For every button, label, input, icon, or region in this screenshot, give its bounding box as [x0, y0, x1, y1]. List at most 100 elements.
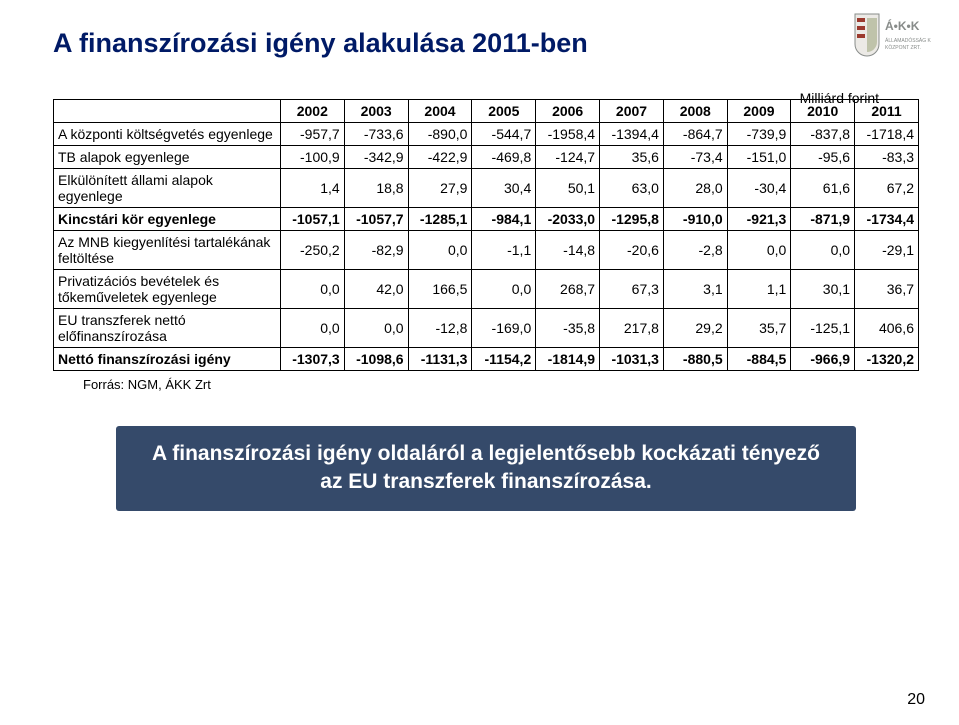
- cell: 18,8: [344, 169, 408, 208]
- col-header-label: [54, 100, 281, 123]
- col-header-2003: 2003: [344, 100, 408, 123]
- cell: -124,7: [536, 146, 600, 169]
- cell: -14,8: [536, 231, 600, 270]
- row-label: Kincstári kör egyenlege: [54, 208, 281, 231]
- cell: 36,7: [855, 270, 919, 309]
- cell: -30,4: [727, 169, 791, 208]
- cell: 268,7: [536, 270, 600, 309]
- row-label: EU transzferek nettó előfinanszírozása: [54, 309, 281, 348]
- slide-title: A finanszírozási igény alakulása 2011-be…: [53, 28, 919, 59]
- cell: -1307,3: [280, 348, 344, 371]
- cell: 217,8: [600, 309, 664, 348]
- cell: -20,6: [600, 231, 664, 270]
- cell: -966,9: [791, 348, 855, 371]
- cell: -29,1: [855, 231, 919, 270]
- cell: -151,0: [727, 146, 791, 169]
- cell: 0,0: [791, 231, 855, 270]
- cell: -95,6: [791, 146, 855, 169]
- col-header-2009: 2009: [727, 100, 791, 123]
- cell: -1057,7: [344, 208, 408, 231]
- cell: -1320,2: [855, 348, 919, 371]
- svg-text:ÁLLAMADÓSSÁG KEZELŐ: ÁLLAMADÓSSÁG KEZELŐ: [885, 37, 931, 44]
- cell: 30,4: [472, 169, 536, 208]
- cell: -733,6: [344, 123, 408, 146]
- cell: -544,7: [472, 123, 536, 146]
- cell: 0,0: [408, 231, 472, 270]
- cell: -871,9: [791, 208, 855, 231]
- cell: -921,3: [727, 208, 791, 231]
- cell: -957,7: [280, 123, 344, 146]
- cell: -422,9: [408, 146, 472, 169]
- cell: 1,4: [280, 169, 344, 208]
- row-label: Elkülönített állami alapok egyenlege: [54, 169, 281, 208]
- col-header-2005: 2005: [472, 100, 536, 123]
- cell: -1814,9: [536, 348, 600, 371]
- cell: -864,7: [663, 123, 727, 146]
- cell: -1958,4: [536, 123, 600, 146]
- cell: -1154,2: [472, 348, 536, 371]
- row-label: TB alapok egyenlege: [54, 146, 281, 169]
- svg-text:Á•K•K: Á•K•K: [885, 18, 920, 33]
- table-row: Elkülönített állami alapok egyenlege1,41…: [54, 169, 919, 208]
- cell: 27,9: [408, 169, 472, 208]
- table-row: Nettó finanszírozási igény-1307,3-1098,6…: [54, 348, 919, 371]
- col-header-2008: 2008: [663, 100, 727, 123]
- table-row: EU transzferek nettó előfinanszírozása 0,…: [54, 309, 919, 348]
- cell: 67,3: [600, 270, 664, 309]
- cell: -342,9: [344, 146, 408, 169]
- table-row: Az MNB kiegyenlítési tartalékának feltöl…: [54, 231, 919, 270]
- cell: -250,2: [280, 231, 344, 270]
- cell: 0,0: [280, 270, 344, 309]
- cell: -1,1: [472, 231, 536, 270]
- cell: 29,2: [663, 309, 727, 348]
- slide: Á•K•K ÁLLAMADÓSSÁG KEZELŐ KÖZPONT ZRT. A…: [0, 0, 959, 725]
- source-label: Forrás: NGM, ÁKK Zrt: [83, 377, 919, 392]
- unit-label: Milliárd forint: [800, 90, 879, 106]
- col-header-2006: 2006: [536, 100, 600, 123]
- financing-table: 2002200320042005200620072008200920102011…: [53, 99, 919, 371]
- cell: -739,9: [727, 123, 791, 146]
- callout-box: A finanszírozási igény oldaláról a legje…: [116, 426, 856, 511]
- cell: 406,6: [855, 309, 919, 348]
- row-label: Privatizációs bevételek és tőkeműveletek…: [54, 270, 281, 309]
- cell: -125,1: [791, 309, 855, 348]
- cell: -1057,1: [280, 208, 344, 231]
- table-row: Privatizációs bevételek és tőkeműveletek…: [54, 270, 919, 309]
- row-label: Nettó finanszírozási igény: [54, 348, 281, 371]
- cell: -1734,4: [855, 208, 919, 231]
- cell: -837,8: [791, 123, 855, 146]
- cell: 28,0: [663, 169, 727, 208]
- callout-wrap: A finanszírozási igény oldaláról a legje…: [53, 426, 919, 511]
- cell: -884,5: [727, 348, 791, 371]
- cell: -35,8: [536, 309, 600, 348]
- cell: -1131,3: [408, 348, 472, 371]
- logo: Á•K•K ÁLLAMADÓSSÁG KEZELŐ KÖZPONT ZRT.: [853, 12, 931, 67]
- page-number: 20: [907, 691, 925, 709]
- col-header-2007: 2007: [600, 100, 664, 123]
- row-label: Az MNB kiegyenlítési tartalékának feltöl…: [54, 231, 281, 270]
- table-body: A központi költségvetés egyenlege-957,7-…: [54, 123, 919, 371]
- cell: -890,0: [408, 123, 472, 146]
- cell: 0,0: [344, 309, 408, 348]
- cell: -1394,4: [600, 123, 664, 146]
- cell: 61,6: [791, 169, 855, 208]
- cell: 30,1: [791, 270, 855, 309]
- cell: -2033,0: [536, 208, 600, 231]
- cell: 67,2: [855, 169, 919, 208]
- cell: 50,1: [536, 169, 600, 208]
- cell: -469,8: [472, 146, 536, 169]
- cell: -1718,4: [855, 123, 919, 146]
- cell: -2,8: [663, 231, 727, 270]
- table-row: TB alapok egyenlege-100,9-342,9-422,9-46…: [54, 146, 919, 169]
- table-row: Kincstári kör egyenlege-1057,1-1057,7-12…: [54, 208, 919, 231]
- cell: -82,9: [344, 231, 408, 270]
- logo-svg: Á•K•K ÁLLAMADÓSSÁG KEZELŐ KÖZPONT ZRT.: [853, 12, 931, 67]
- cell: 166,5: [408, 270, 472, 309]
- cell: 1,1: [727, 270, 791, 309]
- cell: -83,3: [855, 146, 919, 169]
- cell: -910,0: [663, 208, 727, 231]
- cell: 0,0: [472, 270, 536, 309]
- cell: -169,0: [472, 309, 536, 348]
- table-header: 2002200320042005200620072008200920102011: [54, 100, 919, 123]
- col-header-2002: 2002: [280, 100, 344, 123]
